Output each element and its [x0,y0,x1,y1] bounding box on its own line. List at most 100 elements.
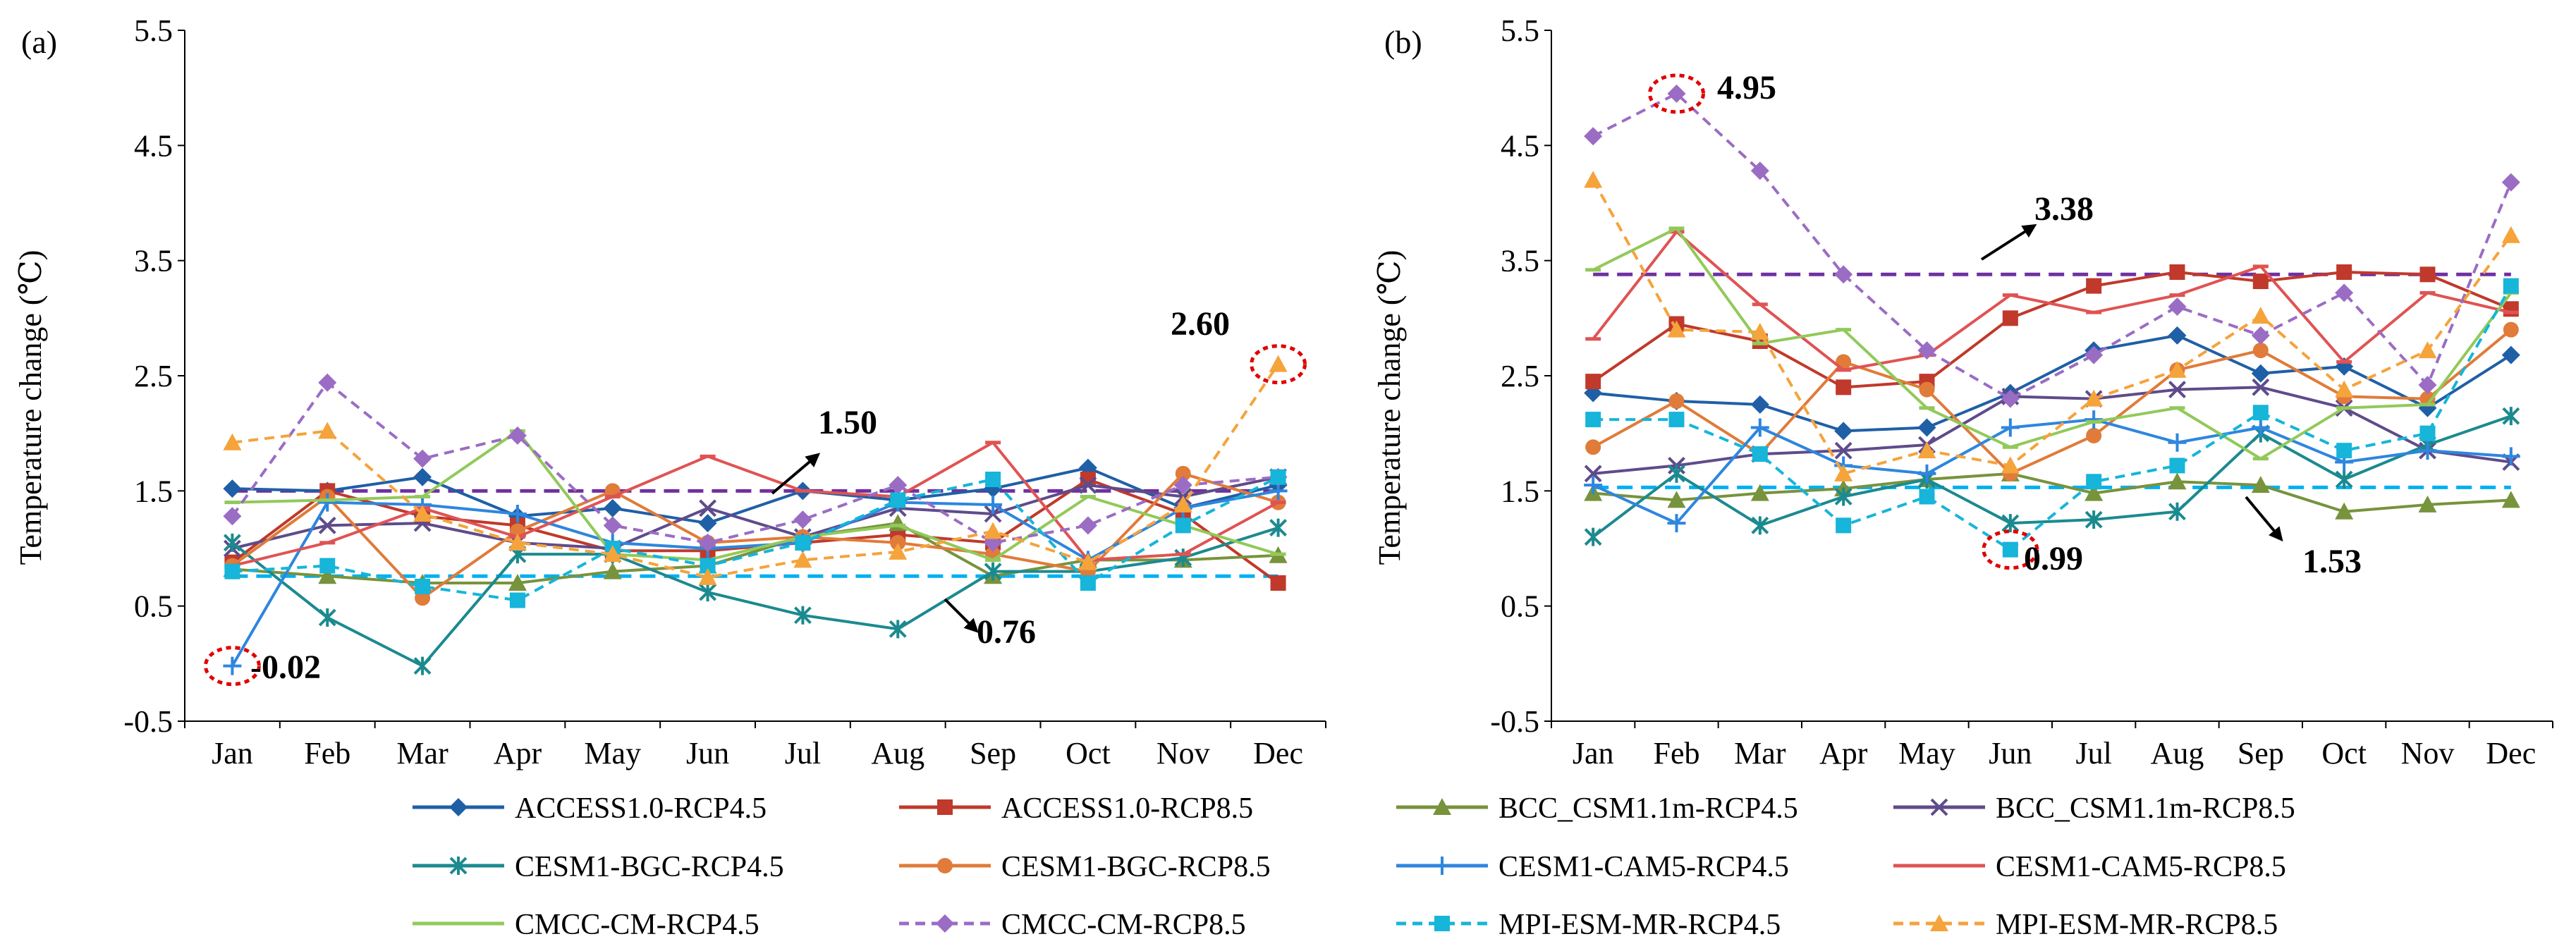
panel-a-data-point [1173,476,1192,495]
panel-a-series-line [231,489,1278,667]
panel-a-data-point [1270,575,1286,591]
panel-b-data-point [1750,418,1769,437]
panel-b-annotation-label: 1.53 [2302,543,2362,580]
panel-a-data-point [795,534,811,551]
panel-a-data-point [603,562,622,579]
panel-a-data-point [698,567,717,585]
panel-a-y-tick-label: 0.5 [134,589,173,624]
panel-b-data-point [1919,381,1935,398]
panel-b-data-point [1750,322,1769,340]
panel-a-data-point [223,479,242,498]
panel-a-y-axis-label: Temperature change (℃) [13,250,48,565]
panel-a-data-point [984,522,1003,539]
panel-a-data-point [413,449,432,468]
panel-b-data-point [1585,439,1601,455]
panel-a-data-point [1270,469,1286,485]
legend-item: CMCC-CM-RCP8.5 [899,909,1246,941]
legend-label: BCC_CSM1.1m-RCP4.5 [1498,792,1798,825]
panel-b-data-point [1834,487,1852,506]
panel-a-y-tick-label: 4.5 [134,128,173,163]
legend-label: CESM1-BGC-RCP8.5 [1001,851,1271,883]
panel-b-y-tick-label: 5.5 [1501,13,1539,48]
panel-b-series-7 [1585,230,2519,372]
legend-swatch-marker [936,914,954,933]
panel-b-data-point [2419,425,2436,441]
panel-b-data-point [2168,433,2187,452]
panel-b-data-point [2251,418,2270,437]
legend-item: BCC_CSM1.1m-RCP8.5 [1893,792,2295,825]
panel-a-data-point [508,574,527,591]
panel-a-data-point [603,516,622,535]
legend-label: CMCC-CM-RCP4.5 [515,909,759,941]
panel-b-series-line [1592,179,2513,475]
panel-b-data-point [1917,441,1936,459]
legend-label: ACCESS1.0-RCP8.5 [1001,792,1253,825]
panel-a-data-point [224,563,240,579]
panel-a-label: (a) [21,24,57,60]
panel-b-series-line [1592,92,2513,400]
legend-swatch-marker [1434,916,1450,931]
legend-label: MPI-ESM-MR-RCP4.5 [1498,909,1781,941]
panel-b-data-point [1751,516,1769,535]
panel-b-data-point [2168,472,2187,490]
panel-b-annotation-label: 3.38 [2034,190,2094,228]
panel-b-x-tick-label: Jun [1989,736,2032,771]
panel-b-data-point [2503,301,2519,317]
panel-b-data-point [2501,491,2520,508]
panel-a-data-point [1269,518,1287,537]
panel-b-data-point [1584,527,1602,546]
panel-a-data-point [794,606,812,625]
panel-b-data-point [2251,326,2270,345]
panel-a-data-point [413,505,432,522]
panel-b-data-point [2251,364,2270,383]
panel-b-highlight-circle [1982,529,2039,570]
panel-b-data-point [2418,376,2437,395]
panel-a-data-point [699,499,716,517]
panel-a-data-point [984,495,1003,514]
panel-b-data-point [1750,484,1769,501]
panel-b-data-point [2336,443,2352,459]
panel-a-x-tick-label: Aug [871,736,924,771]
panel-b-y-tick-label: 0.5 [1501,589,1539,624]
panel-a-data-point [699,583,716,602]
panel-b-data-point [1834,265,1853,284]
panel-a-series-4 [224,518,1287,675]
panel-a-annotation-label: -0.02 [250,649,321,686]
panel-b-y-tick-label: 1.5 [1501,474,1539,508]
panel-a-x-tick-label: Mar [396,736,448,771]
panel-b-data-point [2335,283,2354,302]
panel-b-x-tick-label: May [1898,736,1955,771]
legend-item: MPI-ESM-MR-RCP4.5 [1396,909,1781,941]
panel-a-annotation-label: 0.76 [977,613,1036,651]
panel-b-data-point [1668,464,1685,483]
panel-b-data-point [1750,395,1769,414]
panel-b-annotation-label: 4.95 [1717,69,1776,106]
panel-b-highlight-circle [1648,73,1705,114]
panel-b-data-point [2251,476,2270,493]
panel-a-series-11 [223,355,1288,585]
panel-b-data-point [2001,456,2020,474]
panel-a-data-point [318,608,336,627]
panel-b-x-tick-label: Nov [2401,736,2455,771]
panel-a-data-point [1078,553,1097,570]
panel-b: (b) Temperature change (℃) -0.5 0.5 1.5 2.5… [1372,13,2553,771]
panel-a-data-point [698,533,717,552]
panel-b-data-point [2168,381,2186,399]
panel-b-data-point [1667,320,1686,338]
legend-swatch-marker [1930,798,1948,816]
panel-b-data-point [1584,465,1602,483]
panel-a-series-line [231,381,1278,544]
panel-b-data-point [1917,418,1936,437]
panel-b-data-point [2084,345,2104,364]
panel-b-data-point [2419,391,2436,407]
panel-a-data-point [1173,495,1192,513]
panel-a-data-point [1175,465,1191,481]
panel-b-data-point [2501,173,2520,192]
panel-b-data-point [1836,379,1852,395]
panel-b-data-point [2002,310,2018,326]
panel-b-data-point [2084,389,2104,407]
panel-a-series-9 [223,373,1288,552]
panel-b-data-point [2501,447,2520,466]
panel-b-series-line [1592,386,2512,475]
